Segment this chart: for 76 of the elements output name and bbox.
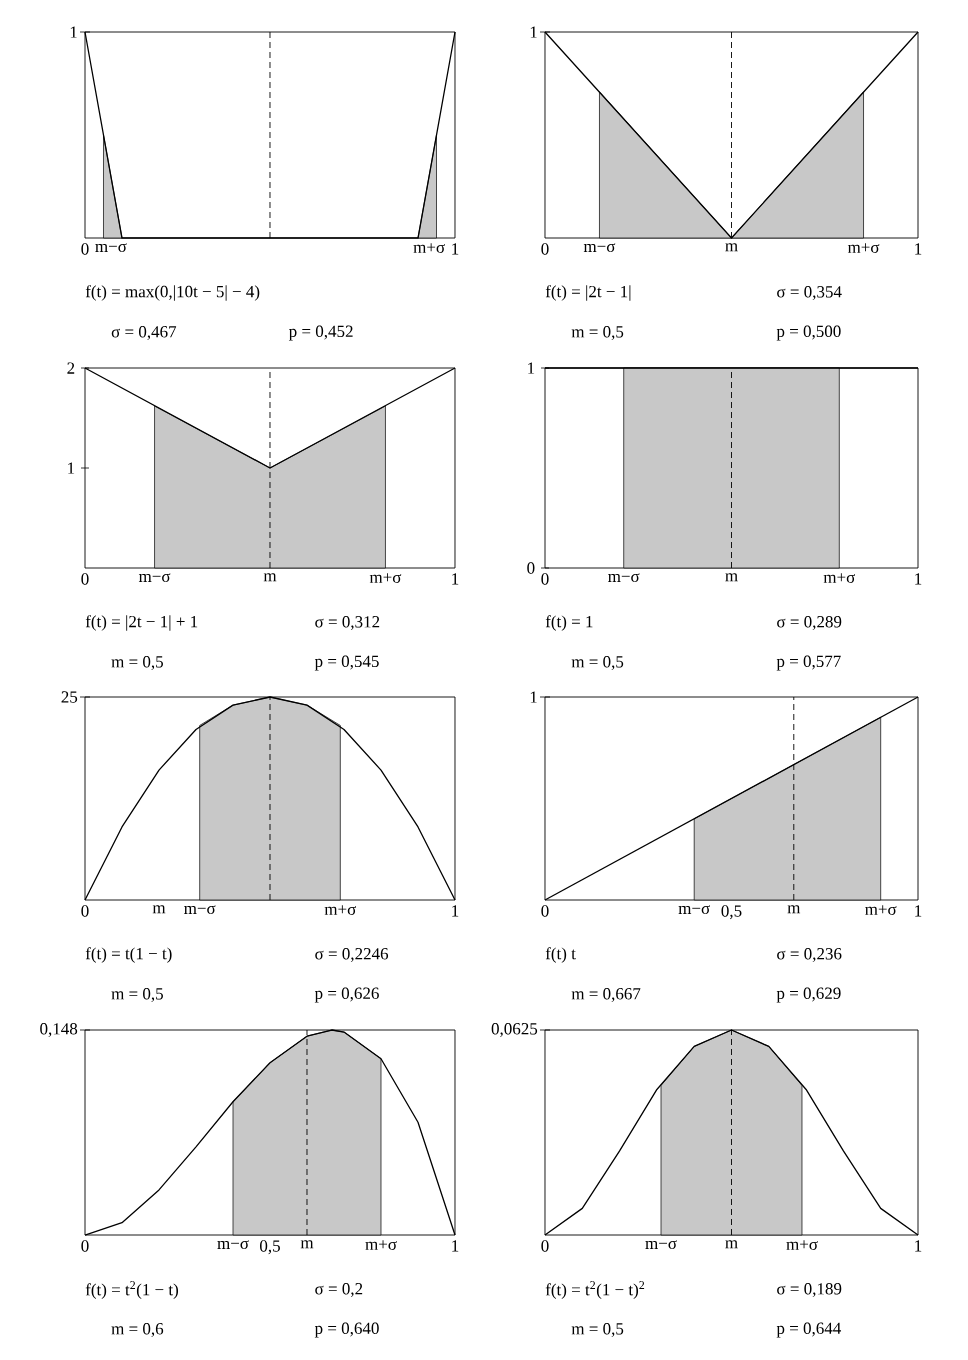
text: p = 0,644 [776,1322,842,1338]
x-tick-label: m+σ [865,905,897,915]
text: f(t) = |2t − 1| [545,285,631,301]
x-tick-label: 1 [452,243,459,255]
x-tick-label: 0 [81,1240,89,1252]
x-tick-label: 1 [452,1240,459,1252]
x-tick-label: m+σ [369,573,402,583]
text: p = 0,629 [776,987,841,1003]
text: 25 [61,691,78,703]
text: f(t) = t$^{2}$(1 − t)$^{2}$ [545,1281,645,1299]
text: σ = 0,2246 [315,948,389,962]
x-tick-label: 1 [452,573,459,585]
x-tick-label: m−σ [608,573,640,583]
text: m = 0,5 [571,1323,624,1337]
x-tick-label: m−σ [678,905,710,915]
text: f(t) t [545,947,576,963]
x-tick-label: m [300,1240,314,1249]
text: 0,0625 [491,1023,538,1037]
x-tick-label: m−σ [217,1240,249,1250]
x-tick-label: 0 [81,905,89,917]
x-tick-label: m−σ [95,243,127,253]
x-tick-label: m−σ [583,243,616,253]
text: σ = 0,354 [777,286,842,300]
x-tick-label: 1 [915,905,922,917]
x-tick-label: 0 [541,905,549,917]
text: σ = 0,467 [111,326,177,340]
text: f(t) = 1 [545,615,593,631]
text: p = 0,640 [314,1322,379,1338]
x-tick-label: m−σ [138,573,171,583]
text: p = 0,577 [776,655,841,671]
x-tick-label: m [725,573,738,582]
x-tick-label: 0 [81,243,89,255]
x-tick-label: 1 [452,905,459,917]
x-tick-label: 0 [541,1240,549,1252]
x-tick-label: 0,5 [721,905,742,920]
text: 0,148 [40,1023,78,1037]
x-tick-label: 0 [541,243,549,255]
x-tick-label: 1 [915,243,922,255]
text: f(t) = |2t − 1| + 1 [85,615,198,631]
text: σ = 0,312 [315,616,380,630]
text: m = 0,5 [571,326,624,340]
x-tick-label: m [725,1240,738,1249]
text: σ = 0,2 [315,1283,363,1297]
text: m = 0,6 [111,1323,164,1337]
text: σ = 0,236 [777,948,842,962]
text: p = 0,500 [776,325,841,341]
x-tick-label: m+σ [847,243,880,253]
text: σ = 0,289 [777,616,842,630]
x-tick-label: 1 [915,1240,922,1252]
x-tick-label: m [725,243,738,252]
text: m = 0,667 [571,988,641,1002]
text: p = 0,626 [314,987,379,1003]
text: f(t) = max(0,|10t − 5| − 4) [85,285,260,301]
y-tick-label: 2 [67,362,75,374]
x-tick-label: 0,5 [260,1240,280,1255]
x-tick-label: 1 [915,573,922,585]
x-tick-label: m+σ [365,1240,397,1250]
x-tick-label: m+σ [786,1240,818,1250]
text: σ = 0,189 [777,1283,842,1297]
x-tick-label: m−σ [184,905,216,915]
text: f(t) = t$^{2}$(1 − t) [85,1281,179,1299]
x-tick-label: 0 [541,573,549,585]
x-tick-label: m [152,905,166,914]
x-tick-label: m [787,905,801,914]
text: m = 0,5 [571,656,624,670]
text: f(t) = t(1 − t) [85,947,172,963]
x-tick-label: m [263,573,277,582]
x-tick-label: m−σ [645,1240,677,1250]
text: p = 0,452 [288,325,353,341]
x-tick-label: m+σ [413,243,445,253]
text: m = 0,5 [111,656,164,670]
x-tick-label: m+σ [823,573,856,583]
x-tick-label: m+σ [324,905,357,915]
text: p = 0,545 [314,655,379,671]
text: m = 0,5 [111,988,163,1002]
x-tick-label: 0 [81,573,89,585]
